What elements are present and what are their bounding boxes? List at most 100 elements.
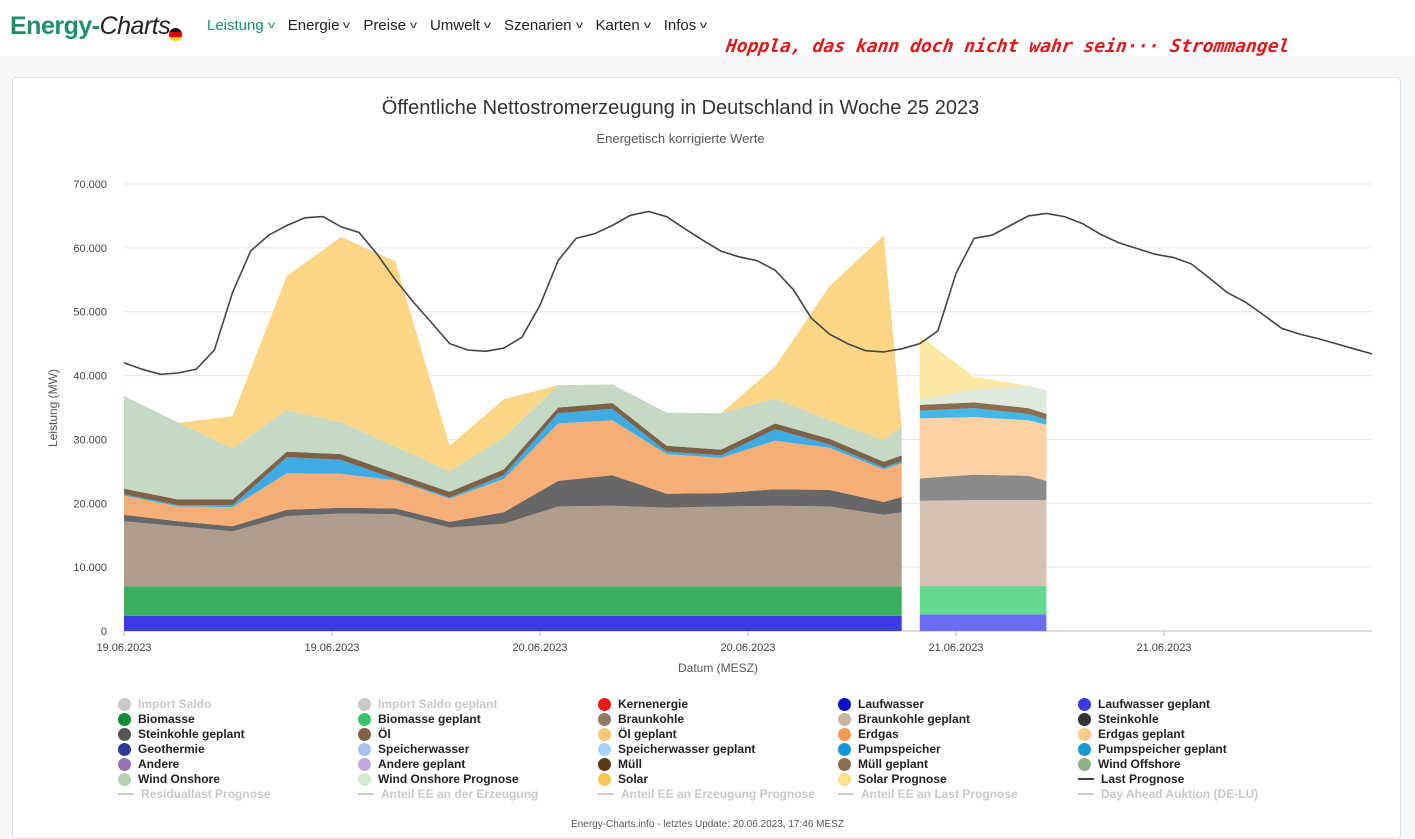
nav-item-leistung[interactable]: Leistung v — [207, 17, 275, 34]
legend-item-andere[interactable]: Andere — [118, 757, 179, 771]
legend-item-wind-offshore[interactable]: Wind Offshore — [1078, 757, 1181, 771]
legend-item-kernenergie[interactable]: Kernenergie — [598, 697, 688, 711]
chevron-down-icon: v — [700, 20, 708, 31]
nav-item-infos[interactable]: Infos v — [664, 17, 708, 34]
actual-area-solar[interactable] — [124, 235, 902, 472]
nav-item-energie[interactable]: Energie v — [288, 17, 351, 34]
legend-marker-icon — [118, 727, 131, 741]
y-axis-title: Leistung (MW) — [46, 369, 60, 447]
legend-item-speicherwasser-geplant[interactable]: Speicherwasser geplant — [598, 742, 755, 756]
legend-label: Steinkohle — [1098, 712, 1159, 726]
legend-item-laufwasser[interactable]: Laufwasser — [838, 697, 924, 711]
legend-item-m-ll[interactable]: Müll — [598, 757, 642, 771]
chevron-down-icon: v — [409, 20, 417, 31]
nav-item-karten[interactable]: Karten v — [596, 17, 651, 34]
legend-item-speicherwasser[interactable]: Speicherwasser — [358, 742, 469, 756]
legend-item-residuallast-prognose[interactable]: Residuallast Prognose — [118, 787, 270, 801]
actual-area-steinkohle[interactable] — [124, 475, 902, 532]
legend-item-import-saldo[interactable]: Import Saldo — [118, 697, 211, 711]
legend-label: Laufwasser geplant — [1098, 697, 1211, 711]
legend-item-erdgas-geplant[interactable]: Erdgas geplant — [1078, 727, 1185, 741]
actual-area-biomasse[interactable] — [124, 586, 902, 616]
nav-item-preise[interactable]: Preise v — [363, 17, 417, 34]
nav-item-label: Leistung — [207, 17, 264, 34]
legend-item-braunkohle-geplant[interactable]: Braunkohle geplant — [838, 712, 970, 726]
x-tick-label: 20.06.2023 — [720, 642, 775, 654]
legend-label: Speicherwasser — [378, 742, 470, 756]
forecast-area-wind-onshore-prognose[interactable] — [919, 385, 1047, 414]
legend-item-erdgas[interactable]: Erdgas — [838, 727, 899, 741]
x-tick-label: 21.06.2023 — [1136, 642, 1191, 654]
legend-marker-icon — [358, 742, 371, 756]
legend-label: Day Ahead Auktion (DE-LU) — [1101, 787, 1259, 801]
legend-marker-icon — [1078, 697, 1091, 711]
main-navigation: Leistung v Energie v Preise v Umwelt v Szenarien… — [207, 17, 708, 34]
legend-item-geothermie[interactable]: Geothermie — [118, 742, 205, 756]
y-tick-label: 0 — [101, 626, 107, 638]
actual-area-braunkohle[interactable] — [124, 505, 902, 587]
legend-label: Import Saldo geplant — [378, 697, 498, 711]
legend-item-import-saldo-geplant[interactable]: Import Saldo geplant — [358, 697, 497, 711]
germany-flag-icon — [169, 28, 182, 41]
x-tick-label: 19.06.2023 — [304, 642, 359, 654]
footer-update-note: Energy-Charts.info - letztes Update: 20.… — [571, 819, 844, 830]
forecast-area-braunkohle-geplant[interactable] — [919, 500, 1047, 586]
actual-area-erdgas[interactable] — [124, 420, 902, 527]
forecast-area-biomasse-geplant[interactable] — [919, 585, 1047, 615]
legend-item-laufwasser-geplant[interactable]: Laufwasser geplant — [1078, 697, 1210, 711]
legend-label: Kernenergie — [618, 697, 689, 711]
forecast-area-solar-prognose[interactable] — [919, 336, 1047, 400]
legend-item--l-geplant[interactable]: Öl geplant — [598, 727, 677, 741]
legend-item-pumpspeicher-geplant[interactable]: Pumpspeicher geplant — [1078, 742, 1227, 756]
legend-item-biomasse[interactable]: Biomasse — [118, 712, 195, 726]
legend-item-m-ll-geplant[interactable]: Müll geplant — [838, 757, 928, 771]
legend-marker-icon — [1078, 727, 1091, 741]
legend-marker-icon — [598, 793, 614, 795]
legend-marker-icon — [1078, 757, 1091, 771]
legend-item-biomasse-geplant[interactable]: Biomasse geplant — [358, 712, 481, 726]
legend-item-anteil-ee-an-der-erzeugung[interactable]: Anteil EE an der Erzeugung — [358, 787, 538, 801]
legend-marker-icon — [598, 727, 611, 741]
y-tick-label: 70.000 — [73, 179, 107, 191]
forecast-area-laufwasser-geplant[interactable] — [919, 614, 1047, 631]
chart-subtitle: Energetisch korrigierte Werte — [596, 131, 765, 146]
actual-area-laufwasser[interactable] — [124, 615, 902, 631]
legend-item-solar-prognose[interactable]: Solar Prognose — [838, 772, 947, 786]
logo-part-charts: Charts — [99, 12, 171, 40]
actual-area-wind-onshore[interactable] — [124, 384, 902, 500]
legend-item-anteil-ee-an-erzeugung-prognose[interactable]: Anteil EE an Erzeugung Prognose — [598, 787, 815, 801]
legend-marker-icon — [1078, 742, 1091, 756]
legend-label: Biomasse geplant — [378, 712, 481, 726]
y-tick-label: 50.000 — [73, 307, 107, 319]
nav-item-umwelt[interactable]: Umwelt v — [430, 17, 491, 34]
energy-charts-logo[interactable]: Energy-Charts — [10, 12, 171, 41]
legend-item-anteil-ee-an-last-prognose[interactable]: Anteil EE an Last Prognose — [838, 787, 1018, 801]
forecast-area-steinkohle-geplant[interactable] — [919, 474, 1047, 501]
forecast-area-m-ll-geplant[interactable] — [919, 402, 1047, 420]
legend-label: Wind Onshore — [138, 772, 220, 786]
x-tick-label: 20.06.2023 — [512, 642, 567, 654]
legend-label: Müll geplant — [858, 757, 928, 771]
legend-item-wind-onshore-prognose[interactable]: Wind Onshore Prognose — [358, 772, 519, 786]
legend-item-solar[interactable]: Solar — [598, 772, 648, 786]
legend-item-steinkohle[interactable]: Steinkohle — [1078, 712, 1159, 726]
legend-item-andere-geplant[interactable]: Andere geplant — [358, 757, 465, 771]
legend-label: Erdgas geplant — [1098, 727, 1185, 741]
load-forecast-line[interactable] — [123, 210, 1373, 376]
legend-item-last-prognose[interactable]: Last Prognose — [1078, 772, 1184, 786]
legend-item-steinkohle-geplant[interactable]: Steinkohle geplant — [118, 727, 245, 741]
legend-marker-icon — [358, 727, 371, 741]
legend-item-braunkohle[interactable]: Braunkohle — [598, 712, 684, 726]
legend-marker-icon — [838, 757, 851, 771]
forecast-area-erdgas-geplant[interactable] — [919, 417, 1047, 481]
legend-item-day-ahead-auktion-de-lu-[interactable]: Day Ahead Auktion (DE-LU) — [1078, 787, 1258, 801]
legend-item--l[interactable]: Öl — [358, 727, 391, 741]
nav-item-szenarien[interactable]: Szenarien v — [504, 17, 583, 34]
legend-item-pumpspeicher[interactable]: Pumpspeicher — [838, 742, 941, 756]
legend-marker-icon — [838, 793, 854, 795]
legend-item-wind-onshore[interactable]: Wind Onshore — [118, 772, 220, 786]
legend-marker-icon — [598, 712, 611, 726]
forecast-area-pumpspeicher-geplant[interactable] — [919, 408, 1047, 425]
legend-label: Erdgas — [858, 727, 899, 741]
